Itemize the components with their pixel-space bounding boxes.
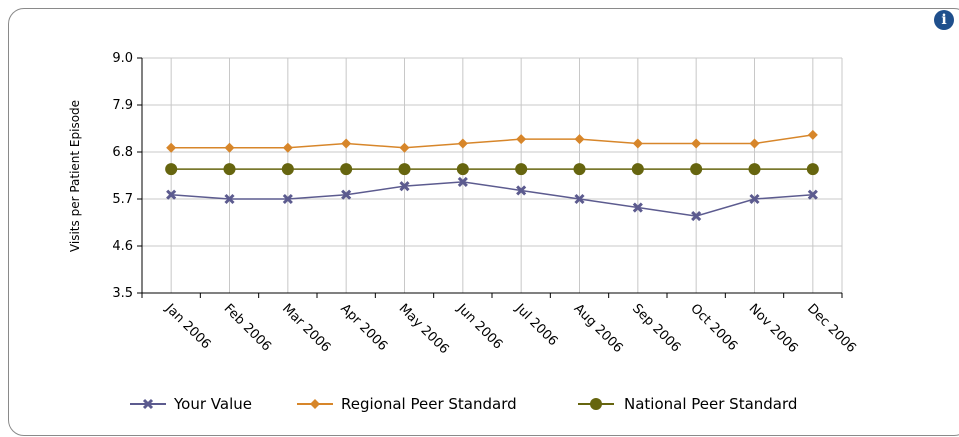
data-point — [807, 189, 818, 200]
series-national-peer-standard — [165, 163, 819, 176]
x-tick-label: Jan 2006 — [162, 301, 214, 353]
series-line — [171, 181, 813, 217]
data-point — [224, 193, 235, 205]
data-point — [573, 163, 586, 176]
data-point — [399, 142, 410, 153]
data-point — [399, 181, 410, 192]
data-point — [282, 142, 293, 153]
grid-lines — [142, 57, 843, 294]
y-axis-label: Visits per Patient Episode — [68, 100, 82, 252]
legend-label: National Peer Standard — [624, 395, 797, 413]
data-point — [632, 138, 643, 149]
data-point — [631, 163, 644, 176]
x-tick-label: Mar 2006 — [279, 301, 333, 355]
series-your-value — [166, 176, 818, 222]
legend: Your Value Regional Peer Standard National… — [130, 395, 797, 413]
x-tick-label: Jun 2006 — [453, 301, 505, 353]
data-point — [224, 142, 235, 153]
x-tick-label: Apr 2006 — [337, 301, 390, 354]
x-tick-label: Nov 2006 — [746, 301, 801, 356]
data-point — [457, 176, 468, 187]
y-tick-label: 7.9 — [112, 98, 133, 113]
data-point — [456, 163, 469, 176]
series-regional-peer-standard — [166, 129, 818, 153]
axes — [137, 57, 843, 298]
data-point — [457, 138, 468, 149]
legend-swatch-marker — [142, 398, 154, 410]
x-tick-label: Oct 2006 — [687, 301, 740, 354]
x-tick-label: Dec 2006 — [804, 301, 859, 356]
data-point — [691, 138, 702, 149]
data-point — [749, 138, 760, 149]
data-point — [691, 211, 702, 222]
x-tick-label: Jul 2006 — [512, 301, 561, 350]
data-point — [749, 193, 760, 205]
data-point — [807, 129, 818, 140]
x-tick-label: Feb 2006 — [221, 301, 274, 354]
x-tick-labels: Jan 2006 Feb 2006 Mar 2006 Apr 2006 May 2006… — [162, 301, 859, 358]
legend-item: Regional Peer Standard — [297, 395, 517, 413]
y-tick-label: 4.6 — [112, 239, 133, 254]
data-point — [806, 163, 819, 176]
data-point — [341, 189, 352, 200]
data-point — [516, 185, 527, 196]
data-point — [516, 134, 527, 145]
y-tick-label: 3.5 — [112, 286, 133, 301]
x-tick-label: Aug 2006 — [571, 301, 626, 356]
data-point — [282, 193, 293, 205]
chart-panel — [8, 8, 959, 436]
series-lines — [165, 129, 819, 222]
legend-label: Your Value — [173, 395, 252, 413]
data-point — [690, 163, 703, 176]
x-tick-label: May 2006 — [396, 301, 452, 357]
data-point — [398, 163, 411, 176]
data-point — [340, 163, 353, 176]
legend-label: Regional Peer Standard — [341, 395, 517, 413]
legend-item: National Peer Standard — [578, 395, 797, 413]
data-point — [574, 134, 585, 145]
data-point — [515, 163, 528, 176]
data-point — [281, 163, 294, 176]
y-tick-label: 6.8 — [112, 145, 133, 160]
series-line — [171, 134, 813, 149]
data-point — [632, 202, 643, 213]
data-point — [223, 163, 236, 176]
y-tick-labels: 9.0 7.9 6.8 5.7 4.6 3.5 — [112, 51, 133, 301]
data-point — [341, 138, 352, 149]
info-icon[interactable]: i — [934, 10, 954, 30]
y-tick-label: 5.7 — [112, 192, 133, 207]
data-point — [748, 163, 761, 176]
data-point — [166, 142, 177, 153]
legend-swatch-marker — [590, 398, 602, 410]
y-tick-label: 9.0 — [112, 51, 133, 66]
x-tick-label: Sep 2006 — [629, 301, 683, 355]
data-point — [165, 163, 178, 176]
legend-swatch-marker — [310, 399, 320, 409]
legend-item: Your Value — [130, 395, 252, 413]
data-point — [574, 193, 585, 205]
data-point — [166, 189, 177, 200]
